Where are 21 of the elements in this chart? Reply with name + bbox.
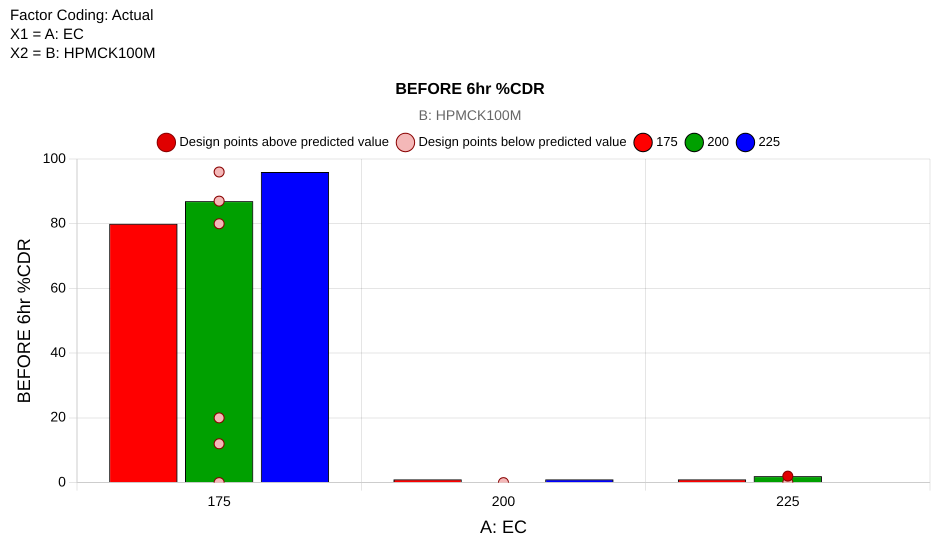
y-tick-label: 0 <box>58 473 66 490</box>
x-tick-label: 175 <box>207 492 232 509</box>
legend-title: B: HPMCK100M <box>418 107 522 124</box>
legend-label: Design points above predicted value <box>179 134 389 150</box>
legend-label: Design points below predicted value <box>418 134 627 150</box>
legend-label: 175 <box>656 134 678 150</box>
x-axis-title: A: EC <box>480 517 527 538</box>
y-tick-label: 80 <box>50 214 66 231</box>
y-tick-label: 20 <box>50 408 66 425</box>
x-tick-label: 225 <box>776 492 800 509</box>
legend-label: 225 <box>758 134 780 150</box>
x-tick-label: 200 <box>492 492 516 509</box>
y-tick-label: 100 <box>42 150 66 166</box>
chart-title: BEFORE 6hr %CDR <box>395 81 546 98</box>
text: Factor Coding: Actual <box>10 6 154 25</box>
y-tick-label: 60 <box>50 279 66 296</box>
y-tick-label: 40 <box>50 344 66 360</box>
legend-label: 200 <box>707 134 729 150</box>
text: X2 = B: HPMCK100M <box>10 44 156 63</box>
text: X1 = A: EC <box>10 25 85 44</box>
y-axis-title: BEFORE 6hr %CDR <box>14 238 34 404</box>
